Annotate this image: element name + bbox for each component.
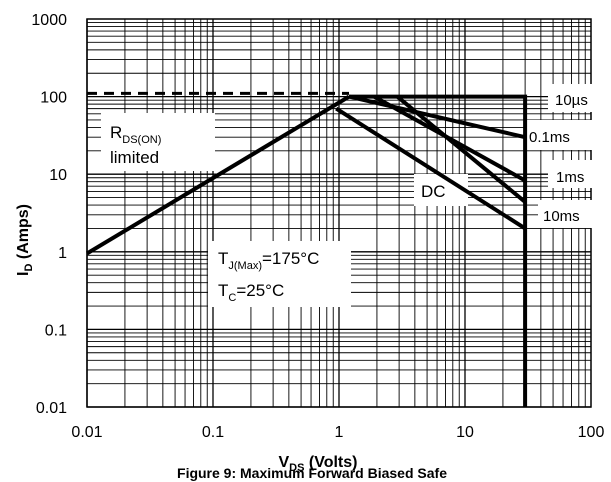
x-tick-label: 0.01 [71, 424, 102, 441]
y-tick-labels: 0.01 0.1 1 10 100 1000 [31, 12, 67, 417]
dc-label: DC [421, 182, 446, 201]
grid-lines [86, 18, 592, 408]
rds-on-label: RDS(ON) [110, 123, 161, 146]
safe-area-curves [85, 91, 528, 407]
curve-10ms [396, 95, 527, 204]
y-tick-label: 1000 [31, 12, 67, 29]
y-tick-label: 10 [49, 167, 67, 184]
label-0-1ms: 0.1ms [529, 129, 570, 146]
x-axis-label: VDS (Volts) [279, 454, 358, 474]
x-tick-label: 10 [456, 424, 474, 441]
y-tick-label: 100 [40, 90, 67, 107]
x-tick-labels: 0.01 0.1 1 10 100 [71, 424, 604, 441]
label-1ms: 1ms [556, 169, 584, 186]
y-tick-label: 0.01 [36, 400, 67, 417]
label-10ms: 10ms [543, 208, 580, 225]
x-tick-label: 100 [578, 424, 605, 441]
y-tick-label: 1 [58, 245, 67, 262]
y-axis-label: ID (Amps) [15, 204, 35, 276]
y-tick-label: 0.1 [45, 322, 67, 339]
tj-max-label: TJ(Max)=175°C [218, 249, 319, 272]
curve-0-1ms [348, 94, 526, 140]
annotation-boxes [101, 84, 600, 307]
tc-label: TC=25°C [218, 281, 284, 304]
x-tick-label: 1 [335, 424, 344, 441]
curve-dc [335, 106, 527, 231]
figure-caption: Figure 9: Maximum Forward Biased Safe [177, 465, 447, 481]
curve-10-s [349, 94, 528, 407]
curve-rds-on-limited [85, 94, 351, 256]
label-10us: 10µs [555, 92, 588, 109]
rds-limited-label: limited [110, 148, 159, 167]
x-tick-label: 0.1 [202, 424, 224, 441]
